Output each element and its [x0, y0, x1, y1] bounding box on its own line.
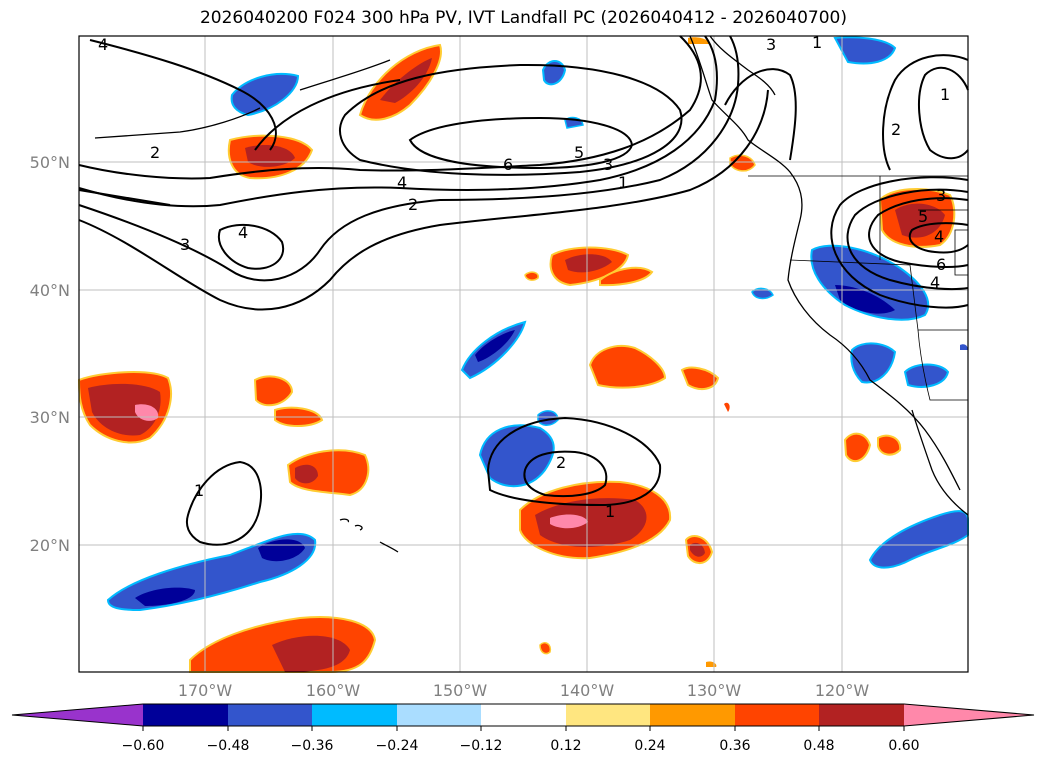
map-frame	[78, 35, 969, 673]
colorbar-tick-label: 0.48	[803, 738, 834, 754]
contour-label: 1	[618, 173, 628, 192]
contour-label: 5	[918, 207, 928, 226]
lat-label-30n: 30°N	[30, 408, 70, 427]
colorbar-cell	[397, 704, 481, 726]
contour-label: 4	[98, 35, 108, 54]
colorbar-cell	[228, 704, 312, 726]
contour-label: 2	[408, 195, 418, 214]
colorbar-tick-label: −0.48	[207, 738, 250, 754]
lon-label-150w: 150°W	[433, 681, 488, 700]
lon-label-170w: 170°W	[178, 681, 233, 700]
contour-label: 1	[194, 481, 204, 500]
colorbar-cell	[143, 704, 228, 726]
colorbar-cell	[650, 704, 735, 726]
map-title: 2026040200 F024 300 hPa PV, IVT Landfall…	[199, 8, 847, 28]
contour-label: 6	[936, 255, 946, 274]
contour-label: 5	[574, 143, 584, 162]
colorbar-cell	[566, 704, 650, 726]
contour-label: 3	[936, 186, 946, 205]
contour-label: 3	[603, 155, 613, 174]
colorbar-tick-label: 0.12	[550, 738, 581, 754]
colorbar-cell	[904, 704, 1034, 726]
lat-label-50n: 50°N	[30, 153, 70, 172]
colorbar-tick-label: −0.36	[291, 738, 334, 754]
colorbar-tick-label: 0.60	[888, 738, 919, 754]
colorbar-tick-label: 0.36	[719, 738, 750, 754]
lat-label-40n: 40°N	[30, 281, 70, 300]
colorbar-cell	[312, 704, 397, 726]
contour-label: 3	[180, 235, 190, 254]
colorbar-cell	[735, 704, 819, 726]
contour-label: 6	[503, 155, 513, 174]
colorbar-tick-label: 0.24	[634, 738, 665, 754]
contour-label: 2	[891, 120, 901, 139]
contour-label: 2	[556, 453, 566, 472]
contour-label: 3	[766, 35, 776, 54]
colorbar: −0.60 −0.48 −0.36 −0.24 −0.12 0.12 0.24 …	[11, 703, 1035, 754]
contour-label: 4	[930, 273, 940, 292]
longitude-labels: 170°W 160°W 150°W 140°W 130°W 120°W	[178, 681, 870, 700]
contour-label: 4	[397, 173, 407, 192]
contour-label: 2	[150, 143, 160, 162]
colorbar-cell	[819, 704, 904, 726]
contour-label: 4	[934, 227, 944, 246]
colorbar-tick-label: −0.60	[122, 738, 165, 754]
contour-label: 1	[940, 85, 950, 104]
lon-label-130w: 130°W	[687, 681, 742, 700]
latitude-labels: 50°N 40°N 30°N 20°N	[30, 153, 70, 555]
colorbar-cell	[12, 704, 143, 726]
contour-label: 4	[238, 223, 248, 242]
lat-label-20n: 20°N	[30, 536, 70, 555]
pv-anomaly-shading	[77, 36, 969, 673]
colorbar-tick-label: −0.12	[460, 738, 503, 754]
coastlines	[94, 35, 969, 553]
ivt-pc-contours	[78, 35, 969, 546]
lon-label-120w: 120°W	[815, 681, 870, 700]
colorbar-tick-label: −0.24	[376, 738, 419, 754]
contour-label: 1	[812, 33, 822, 52]
lon-label-160w: 160°W	[306, 681, 361, 700]
contour-label: 1	[605, 502, 615, 521]
contour-labels: 4 2 4 3 4 2 6 5 3 1 3 1 2 1 3 5 4 6 4 1 …	[98, 33, 950, 521]
colorbar-cell	[481, 704, 566, 726]
lon-label-140w: 140°W	[560, 681, 615, 700]
